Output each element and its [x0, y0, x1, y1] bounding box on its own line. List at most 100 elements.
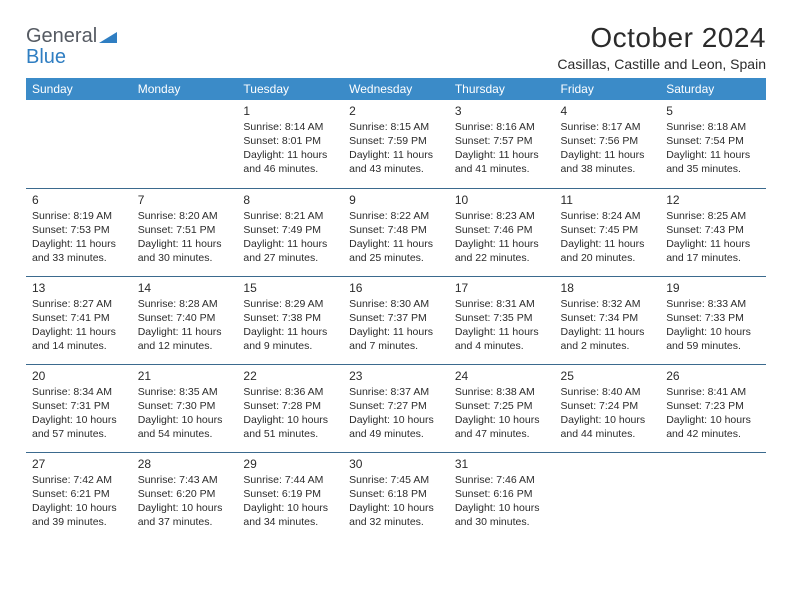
daylight-text: Daylight: 10 hours and 59 minutes.	[666, 325, 760, 353]
brand-word-2: Blue	[26, 46, 66, 68]
sunset-text: Sunset: 7:24 PM	[561, 399, 655, 413]
calendar-body: 1Sunrise: 8:14 AMSunset: 8:01 PMDaylight…	[26, 100, 766, 540]
brand-text: General Blue	[26, 26, 117, 67]
day-number: 7	[138, 193, 232, 207]
weekday-header: Tuesday	[237, 78, 343, 100]
weekday-header: Monday	[132, 78, 238, 100]
day-number: 24	[455, 369, 549, 383]
calendar-day-cell: 31Sunrise: 7:46 AMSunset: 6:16 PMDayligh…	[449, 452, 555, 540]
sunset-text: Sunset: 7:41 PM	[32, 311, 126, 325]
daylight-text: Daylight: 11 hours and 35 minutes.	[666, 148, 760, 176]
day-number: 29	[243, 457, 337, 471]
sunrise-text: Sunrise: 8:17 AM	[561, 120, 655, 134]
page-subtitle: Casillas, Castille and Leon, Spain	[557, 56, 766, 72]
calendar-day-cell: 22 Sunrise: 8:36 AMSunset: 7:28 PMDayligh…	[237, 364, 343, 452]
day-number: 20	[32, 369, 126, 383]
calendar-day-cell: 4Sunrise: 8:17 AMSunset: 7:56 PMDaylight…	[555, 100, 661, 188]
daylight-text: Daylight: 11 hours and 27 minutes.	[243, 237, 337, 265]
sunrise-text: Sunrise: 8:41 AM	[666, 385, 760, 399]
day-number: 12	[666, 193, 760, 207]
day-number: 27	[32, 457, 126, 471]
sunset-text: Sunset: 6:19 PM	[243, 487, 337, 501]
day-number: 10	[455, 193, 549, 207]
sunset-text: Sunset: 7:54 PM	[666, 134, 760, 148]
sunset-text: Sunset: 7:48 PM	[349, 223, 443, 237]
sunset-text: Sunset: 7:28 PM	[243, 399, 337, 413]
sunrise-text: Sunrise: 8:33 AM	[666, 297, 760, 311]
day-number: 23	[349, 369, 443, 383]
sunrise-text: Sunrise: 8:31 AM	[455, 297, 549, 311]
sunrise-text: Sunrise: 7:43 AM	[138, 473, 232, 487]
sunset-text: Sunset: 7:25 PM	[455, 399, 549, 413]
calendar-day-cell: 3Sunrise: 8:16 AMSunset: 7:57 PMDaylight…	[449, 100, 555, 188]
day-number: 18	[561, 281, 655, 295]
sunrise-text: Sunrise: 8:29 AM	[243, 297, 337, 311]
sunset-text: Sunset: 7:57 PM	[455, 134, 549, 148]
weekday-header: Thursday	[449, 78, 555, 100]
calendar-day-cell	[660, 452, 766, 540]
triangle-icon	[99, 27, 117, 47]
calendar-week-row: 1Sunrise: 8:14 AMSunset: 8:01 PMDaylight…	[26, 100, 766, 188]
calendar-day-cell: 7Sunrise: 8:20 AMSunset: 7:51 PMDaylight…	[132, 188, 238, 276]
sunset-text: Sunset: 7:51 PM	[138, 223, 232, 237]
weekday-header: Saturday	[660, 78, 766, 100]
daylight-text: Daylight: 10 hours and 57 minutes.	[32, 413, 126, 441]
calendar-day-cell: 10Sunrise: 8:23 AMSunset: 7:46 PMDayligh…	[449, 188, 555, 276]
header: General Blue October 2024 Casillas, Cast…	[26, 22, 766, 72]
sunset-text: Sunset: 7:45 PM	[561, 223, 655, 237]
daylight-text: Daylight: 11 hours and 46 minutes.	[243, 148, 337, 176]
sunset-text: Sunset: 7:46 PM	[455, 223, 549, 237]
day-number: 5	[666, 104, 760, 118]
daylight-text: Daylight: 11 hours and 25 minutes.	[349, 237, 443, 265]
calendar-day-cell: 14Sunrise: 8:28 AMSunset: 7:40 PMDayligh…	[132, 276, 238, 364]
weekday-header: Wednesday	[343, 78, 449, 100]
weekday-header: Friday	[555, 78, 661, 100]
calendar-day-cell: 23 Sunrise: 8:37 AMSunset: 7:27 PMDayligh…	[343, 364, 449, 452]
sunset-text: Sunset: 7:38 PM	[243, 311, 337, 325]
calendar-week-row: 6Sunrise: 8:19 AMSunset: 7:53 PMDaylight…	[26, 188, 766, 276]
sunrise-text: Sunrise: 8:21 AM	[243, 209, 337, 223]
daylight-text: Daylight: 10 hours and 49 minutes.	[349, 413, 443, 441]
sunset-text: Sunset: 7:34 PM	[561, 311, 655, 325]
calendar-day-cell: 11Sunrise: 8:24 AMSunset: 7:45 PMDayligh…	[555, 188, 661, 276]
calendar-day-cell	[555, 452, 661, 540]
calendar-day-cell: 12Sunrise: 8:25 AMSunset: 7:43 PMDayligh…	[660, 188, 766, 276]
sunrise-text: Sunrise: 8:40 AM	[561, 385, 655, 399]
calendar-day-cell: 20Sunrise: 8:34 AMSunset: 7:31 PMDayligh…	[26, 364, 132, 452]
calendar-day-cell: 18Sunrise: 8:32 AMSunset: 7:34 PMDayligh…	[555, 276, 661, 364]
calendar-day-cell: 13Sunrise: 8:27 AMSunset: 7:41 PMDayligh…	[26, 276, 132, 364]
title-block: October 2024 Casillas, Castille and Leon…	[557, 22, 766, 72]
calendar-day-cell: 9 Sunrise: 8:22 AMSunset: 7:48 PMDaylight…	[343, 188, 449, 276]
sunrise-text: Sunrise: 8:24 AM	[561, 209, 655, 223]
calendar-day-cell: 19Sunrise: 8:33 AMSunset: 7:33 PMDayligh…	[660, 276, 766, 364]
daylight-text: Daylight: 11 hours and 41 minutes.	[455, 148, 549, 176]
day-number: 22	[243, 369, 337, 383]
brand-logo: General Blue	[26, 26, 117, 67]
day-number: 9	[349, 193, 443, 207]
sunrise-text: Sunrise: 8:37 AM	[349, 385, 443, 399]
day-number: 3	[455, 104, 549, 118]
sunset-text: Sunset: 7:31 PM	[32, 399, 126, 413]
sunset-text: Sunset: 7:59 PM	[349, 134, 443, 148]
sunrise-text: Sunrise: 8:38 AM	[455, 385, 549, 399]
sunrise-text: Sunrise: 8:30 AM	[349, 297, 443, 311]
daylight-text: Daylight: 11 hours and 7 minutes.	[349, 325, 443, 353]
calendar-day-cell: 16Sunrise: 8:30 AMSunset: 7:37 PMDayligh…	[343, 276, 449, 364]
calendar-day-cell: 6Sunrise: 8:19 AMSunset: 7:53 PMDaylight…	[26, 188, 132, 276]
day-number: 25	[561, 369, 655, 383]
sunset-text: Sunset: 7:40 PM	[138, 311, 232, 325]
calendar-week-row: 27Sunrise: 7:42 AMSunset: 6:21 PMDayligh…	[26, 452, 766, 540]
daylight-text: Daylight: 11 hours and 38 minutes.	[561, 148, 655, 176]
day-number: 1	[243, 104, 337, 118]
sunset-text: Sunset: 7:27 PM	[349, 399, 443, 413]
calendar-day-cell	[132, 100, 238, 188]
sunrise-text: Sunrise: 8:22 AM	[349, 209, 443, 223]
daylight-text: Daylight: 11 hours and 9 minutes.	[243, 325, 337, 353]
sunset-text: Sunset: 8:01 PM	[243, 134, 337, 148]
sunrise-text: Sunrise: 8:19 AM	[32, 209, 126, 223]
sunrise-text: Sunrise: 8:36 AM	[243, 385, 337, 399]
calendar-day-cell: 2Sunrise: 8:15 AMSunset: 7:59 PMDaylight…	[343, 100, 449, 188]
daylight-text: Daylight: 10 hours and 30 minutes.	[455, 501, 549, 529]
daylight-text: Daylight: 10 hours and 51 minutes.	[243, 413, 337, 441]
daylight-text: Daylight: 11 hours and 2 minutes.	[561, 325, 655, 353]
